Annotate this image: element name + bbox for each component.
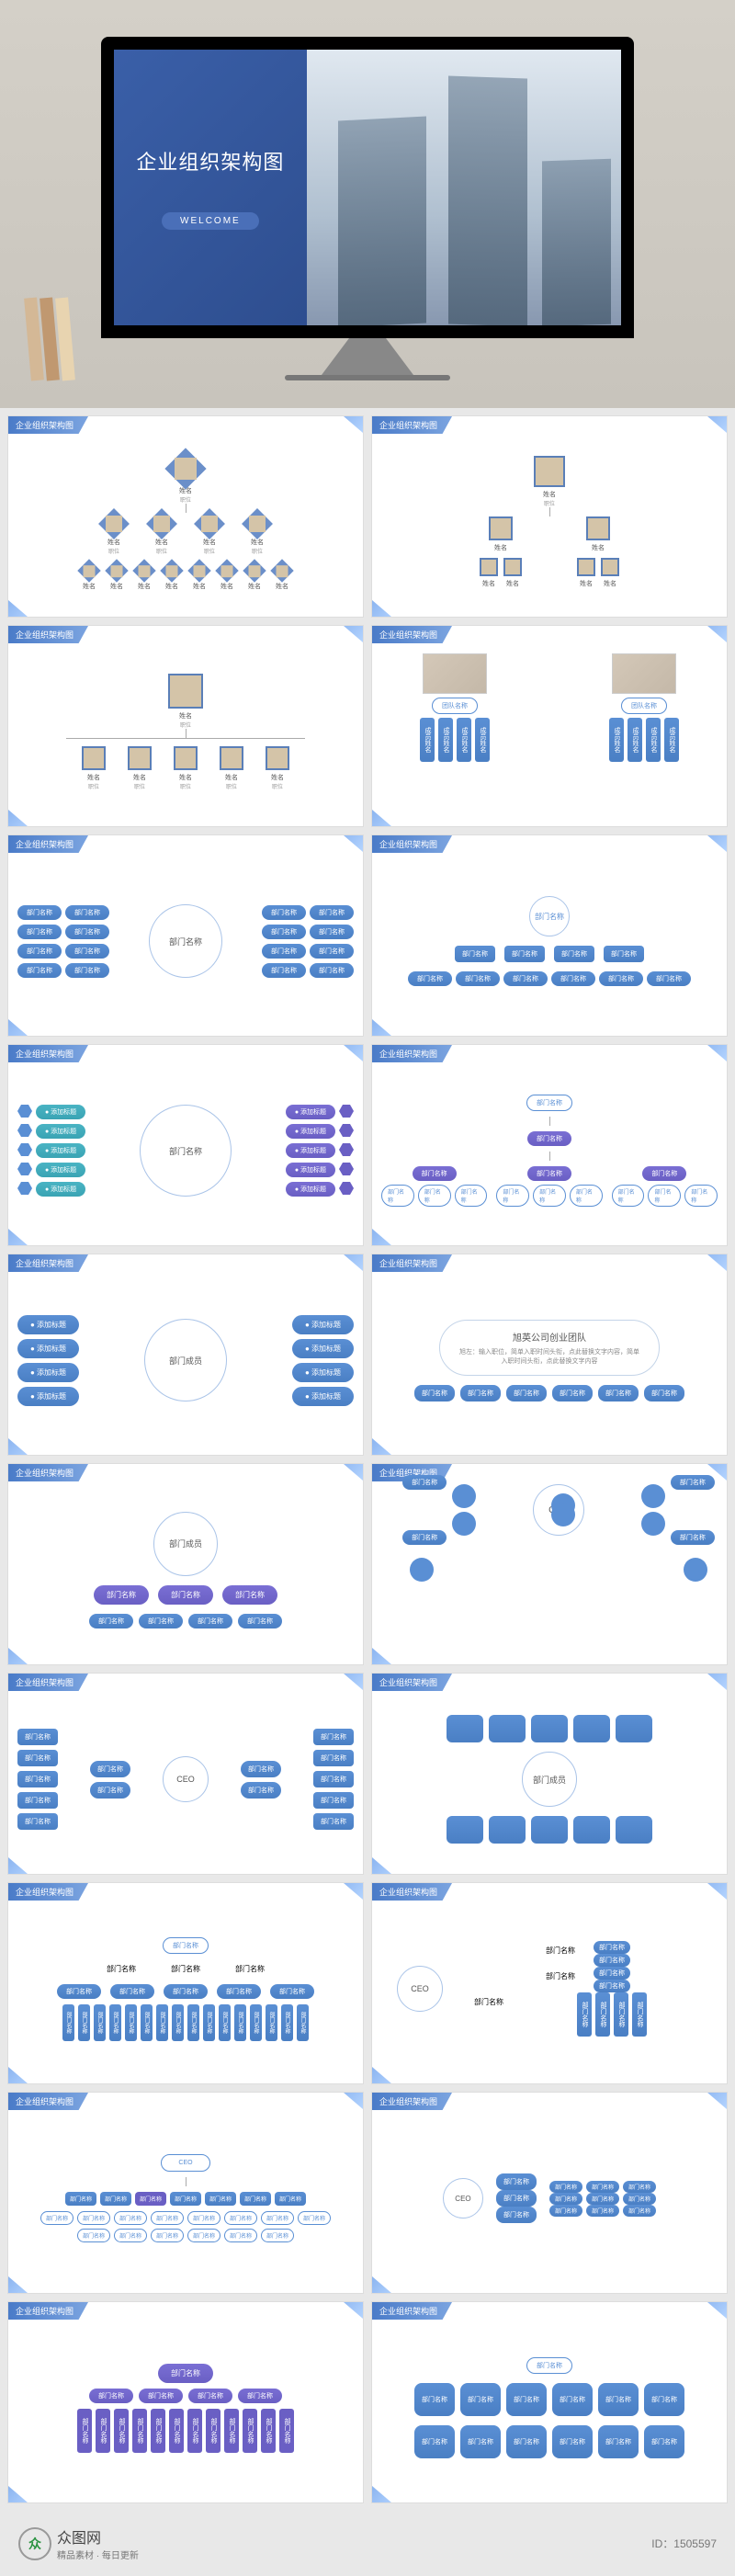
slide-hex-radial: 企业组织架构图 ● 添加标题 ● 添加标题 ● 添加标题 ● 添加标题 ● 添加… (7, 1044, 364, 1246)
brand-name: 众图网 (57, 2525, 139, 2548)
slide-ceo-branch: 企业组织架构图 部门名称 部门名称 部门名称 部门名称 部门名称 部门名称 部门… (7, 1673, 364, 1875)
slide-team-oval: 企业组织架构图 旭英公司创业团队 旭左：输入职位，简单入职时间头衔，点此替换文字… (371, 1254, 728, 1456)
slide-dept-3level: 企业组织架构图 部门名称 部门名称 部门名称 部门名称部门名称部门名称 部门名称… (371, 1044, 728, 1246)
welcome-badge: WELCOME (162, 212, 259, 230)
slide-members-boxes: 企业组织架构图 部门成员 (371, 1673, 728, 1875)
slides-grid: 企业组织架构图 姓名 职位 姓名职位 姓名职位 姓名职位 姓名职位 姓名 姓名 … (0, 408, 735, 2511)
slide-members-radial: 企业组织架构图 ● 添加标题 ● 添加标题 ● 添加标题 ● 添加标题 部门成员… (7, 1254, 364, 1456)
page-footer: 众 众图网 精品素材 · 每日更新 ID：1505597 (0, 2511, 735, 2576)
books-decoration (28, 298, 74, 380)
slide-members-tree: 企业组织架构图 部门成员 部门名称 部门名称 部门名称 部门名称 部门名称 部门… (7, 1463, 364, 1665)
brand-logo: 众 (18, 2527, 51, 2560)
slide-ceo-horizontal: 企业组织架构图 CEO 部门名称 部门名称 部门名称 部门名称部门名称部门名称 … (371, 2092, 728, 2294)
main-title: 企业组织架构图 (136, 146, 284, 176)
slide-boxes-grid: 企业组织架构图 部门名称 部门名称 部门名称 部门名称 部门名称 部门名称 部门… (371, 2301, 728, 2503)
template-id: ID：1505597 (651, 2536, 717, 2551)
slide-org-diamond: 企业组织架构图 姓名 职位 姓名职位 姓名职位 姓名职位 姓名职位 姓名 姓名 … (7, 415, 364, 618)
slide-header: 企业组织架构图 (372, 416, 452, 434)
slide-header: 企业组织架构图 (8, 416, 88, 434)
monitor-frame: 企业组织架构图 WELCOME (101, 37, 634, 338)
slide-teams-photo: 企业组织架构图 团队名称 成员姓名 成员姓名 成员姓名 成员姓名 团队名称 (371, 625, 728, 827)
slide-org-wide: 企业组织架构图 姓名 职位 姓名职位 姓名职位 姓名职位 姓名职位 姓名职位 (7, 625, 364, 827)
brand-tagline: 精品素材 · 每日更新 (57, 2548, 139, 2561)
slide-ceo-7wide: 企业组织架构图 CEO 部门名称 部门名称 部门名称 部门名称 部门名称 部门名… (7, 2092, 364, 2294)
slide-dept-tree: 企业组织架构图 部门名称 部门名称 部门名称 部门名称 部门名称 部门名称 部门… (371, 834, 728, 1037)
title-slide: 企业组织架构图 WELCOME (114, 50, 621, 325)
slide-ceo-radial: 企业组织架构图 CEO 部门名称 部门名称 部门名称 部门名称 (371, 1463, 728, 1665)
center-circle: 部门名称 (149, 904, 222, 978)
slide-purple-tree: 企业组织架构图 部门名称 部门名称 部门名称 部门名称 部门名称 部门名称 部门… (7, 2301, 364, 2503)
team-intro-oval: 旭英公司创业团队 旭左：输入职位，简单入职时间头衔，点此替换文字内容，简单入职时… (439, 1320, 660, 1376)
slide-ceo-left: 企业组织架构图 CEO 部门名称 部门名称 部门名称 部门名称 部门名称 部门名 (371, 1882, 728, 2084)
slide-org-square: 企业组织架构图 姓名 职位 姓名 姓名 姓名 (371, 415, 728, 618)
slide-radial-pills: 企业组织架构图 部门名称部门名称 部门名称部门名称 部门名称部门名称 部门名称部… (7, 834, 364, 1037)
slide-dept-vbars: 企业组织架构图 部门名称 部门名称 部门名称 部门名称 部门名称 部门名称 部门… (7, 1882, 364, 2084)
hero-section: 企业组织架构图 WELCOME (0, 0, 735, 408)
